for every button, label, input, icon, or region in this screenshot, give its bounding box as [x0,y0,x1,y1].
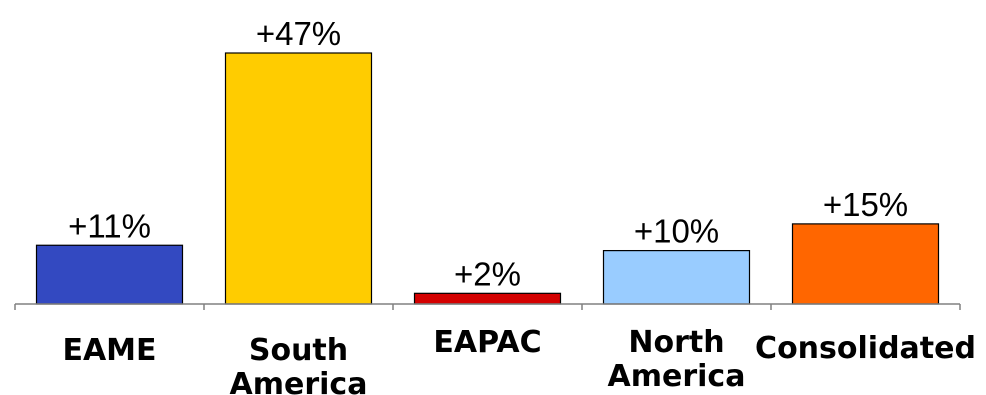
bar-0 [35,244,184,305]
bar-4 [791,223,940,305]
data-label-0: +11% [68,207,151,244]
category-label-1: South America [230,333,368,395]
data-label-4: +15% [823,186,908,223]
data-label-2: +2% [454,255,521,292]
category-label-2: EAPAC [433,325,541,360]
category-label-3: North America [608,325,746,394]
bar-2 [413,292,562,305]
data-label-3: +10% [634,213,719,250]
data-label-1: +47% [256,15,341,52]
bar-1 [224,52,373,305]
bar-3 [602,249,751,305]
category-label-0: EAME [62,333,156,368]
category-label-4: Consolidated [755,331,976,366]
